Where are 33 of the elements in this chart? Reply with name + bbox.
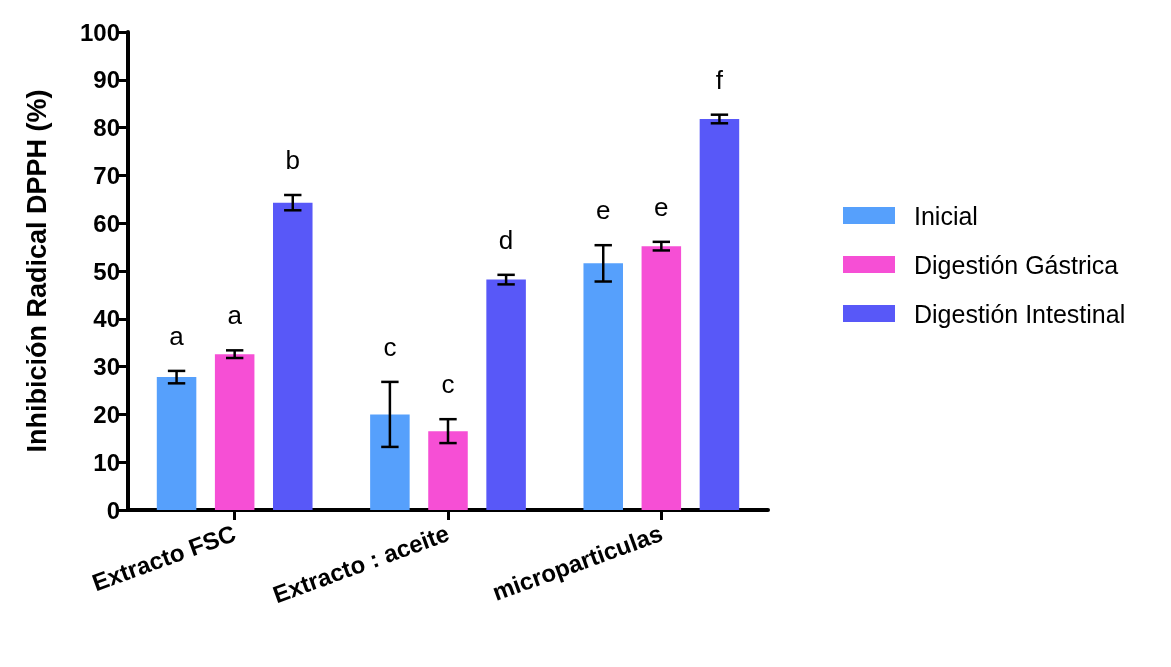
y-tick-label: 50 [93, 257, 120, 285]
y-tick-label: 10 [93, 448, 120, 476]
data-label: a [227, 300, 243, 331]
data-label: f [715, 64, 724, 95]
bar [214, 354, 255, 510]
data-label: a [169, 320, 185, 351]
bar [583, 263, 623, 510]
data-label: e [654, 191, 669, 222]
legend-label: Digestión Gástrica [914, 250, 1119, 279]
data-label: b [285, 145, 300, 175]
bar [641, 246, 682, 510]
y-tick-label: 60 [93, 209, 120, 237]
y-tick-label: 70 [93, 161, 120, 189]
bar [699, 119, 740, 510]
bar [156, 377, 197, 510]
y-axis-title: Inhibición Radical DPPH (%) [21, 89, 52, 453]
data-label: d [498, 224, 514, 255]
y-tick-label: 20 [93, 400, 120, 428]
bar [428, 431, 468, 510]
y-tick-label: 30 [93, 353, 120, 381]
data-label: c [441, 369, 455, 400]
y-tick-label: 80 [93, 114, 120, 142]
data-label: e [596, 195, 611, 226]
bar [370, 414, 410, 510]
data-label: c [383, 331, 397, 362]
y-tick-label: 40 [93, 305, 120, 333]
legend-label: Inicial [914, 201, 978, 230]
y-tick-label: 90 [93, 66, 120, 94]
y-tick-label: 100 [79, 18, 120, 46]
legend-label: Digestión Intestinal [914, 299, 1126, 328]
bar [486, 279, 526, 510]
y-tick-label: 0 [106, 496, 120, 524]
bar [273, 202, 313, 510]
